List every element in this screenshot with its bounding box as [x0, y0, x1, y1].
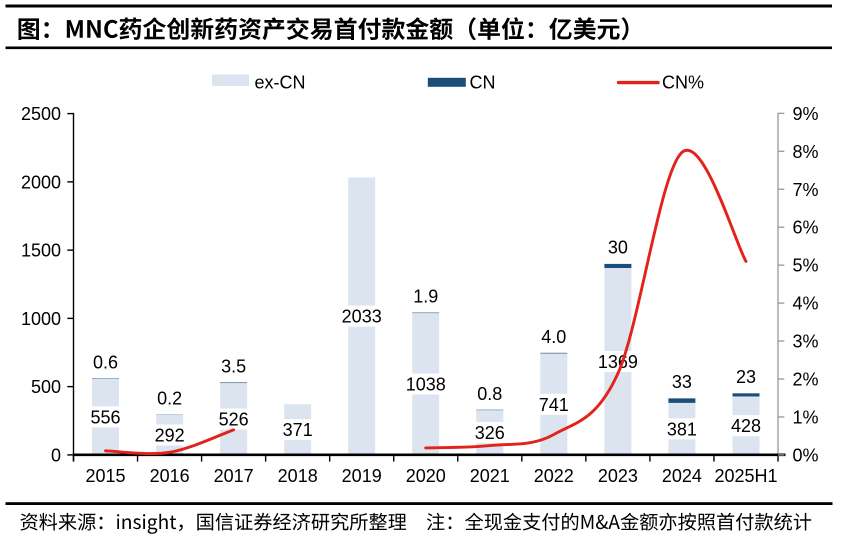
- svg-text:326: 326: [475, 423, 505, 443]
- svg-text:2016: 2016: [150, 466, 190, 486]
- svg-text:2020: 2020: [406, 466, 446, 486]
- svg-text:33: 33: [672, 372, 692, 392]
- svg-text:0.2: 0.2: [157, 389, 182, 409]
- svg-text:371: 371: [283, 420, 313, 440]
- svg-text:1038: 1038: [406, 375, 446, 395]
- svg-text:526: 526: [219, 410, 249, 430]
- svg-text:1500: 1500: [21, 241, 61, 261]
- svg-text:2500: 2500: [21, 104, 61, 124]
- svg-text:2025H1: 2025H1: [714, 466, 777, 486]
- svg-text:2024: 2024: [662, 466, 702, 486]
- svg-text:428: 428: [731, 416, 761, 436]
- svg-text:1369: 1369: [598, 352, 638, 372]
- svg-text:3%: 3%: [793, 332, 819, 352]
- svg-text:0.6: 0.6: [93, 353, 118, 373]
- svg-text:8%: 8%: [793, 142, 819, 162]
- svg-text:2021: 2021: [470, 466, 510, 486]
- svg-text:2018: 2018: [278, 466, 318, 486]
- svg-text:2019: 2019: [342, 466, 382, 486]
- svg-text:2023: 2023: [598, 466, 638, 486]
- svg-text:2%: 2%: [793, 370, 819, 390]
- svg-text:CN: CN: [470, 73, 496, 93]
- svg-text:23: 23: [736, 367, 756, 387]
- svg-text:2015: 2015: [85, 466, 125, 486]
- svg-text:1.9: 1.9: [413, 287, 438, 307]
- svg-text:1%: 1%: [793, 407, 819, 427]
- svg-text:5%: 5%: [793, 256, 819, 276]
- svg-text:4.0: 4.0: [541, 327, 566, 347]
- svg-text:2000: 2000: [21, 172, 61, 192]
- svg-text:0%: 0%: [793, 445, 819, 465]
- svg-text:2017: 2017: [214, 466, 254, 486]
- svg-text:30: 30: [608, 238, 628, 258]
- svg-text:2033: 2033: [342, 307, 382, 327]
- svg-text:381: 381: [667, 419, 697, 439]
- svg-text:6%: 6%: [793, 218, 819, 238]
- svg-text:3.5: 3.5: [221, 356, 246, 376]
- svg-text:292: 292: [155, 426, 185, 446]
- svg-text:0.8: 0.8: [477, 384, 502, 404]
- svg-text:4%: 4%: [793, 294, 819, 314]
- svg-text:0: 0: [51, 445, 61, 465]
- svg-text:741: 741: [539, 395, 569, 415]
- svg-text:ex-CN: ex-CN: [255, 73, 306, 93]
- svg-text:CN%: CN%: [662, 73, 704, 93]
- svg-text:556: 556: [90, 407, 120, 427]
- svg-text:500: 500: [31, 377, 61, 397]
- svg-text:7%: 7%: [793, 180, 819, 200]
- svg-text:9%: 9%: [793, 104, 819, 124]
- svg-text:1000: 1000: [21, 309, 61, 329]
- svg-text:2022: 2022: [534, 466, 574, 486]
